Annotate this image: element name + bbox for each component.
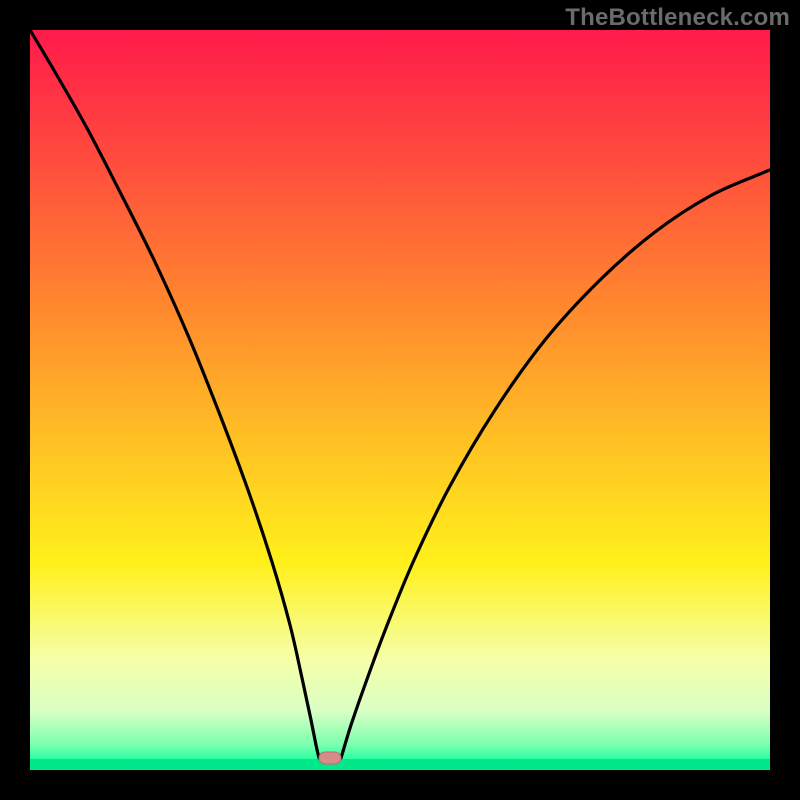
- green-strip: [30, 759, 770, 770]
- gradient-background: [30, 30, 770, 770]
- bottleneck-plot: [0, 0, 800, 800]
- optimal-marker: [319, 752, 341, 764]
- chart-canvas: TheBottleneck.com: [0, 0, 800, 800]
- watermark-text: TheBottleneck.com: [565, 4, 790, 32]
